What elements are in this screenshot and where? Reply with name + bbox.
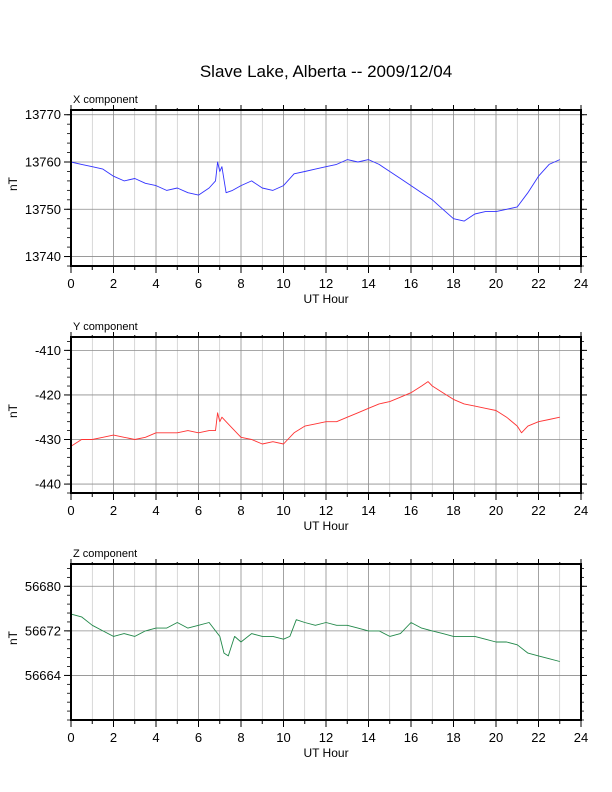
series-line — [70, 381, 560, 447]
x-tick-label: 0 — [67, 276, 74, 291]
x-tick-label: 4 — [152, 730, 159, 745]
y-tick-label: 56672 — [25, 623, 61, 638]
y-axis-label: nT — [6, 403, 20, 418]
y-tick-label: 13740 — [25, 249, 61, 264]
panel-1: 0 2 4 6 8 10 12 14 16 18 20 22 241374013750137601377… — [6, 94, 588, 306]
x-tick-label: 20 — [489, 276, 503, 291]
series-line — [70, 613, 560, 662]
x-tick-label: 4 — [152, 503, 159, 518]
x-tick-label: 16 — [404, 503, 418, 518]
x-tick-label: 2 — [110, 503, 117, 518]
y-axis-label: nT — [6, 630, 20, 645]
x-tick-label: 22 — [531, 730, 545, 745]
x-tick-label: 20 — [489, 503, 503, 518]
x-tick-label: 2 — [110, 730, 117, 745]
panel-label: Z component — [73, 548, 137, 560]
x-tick-label: 10 — [276, 503, 290, 518]
x-tick-label: 22 — [531, 276, 545, 291]
y-tick-label: -430 — [35, 432, 61, 447]
x-axis-label: UT Hour — [303, 292, 348, 306]
x-tick-label: 8 — [237, 730, 244, 745]
x-tick-label: 2 — [110, 276, 117, 291]
chart-title: Slave Lake, Alberta -- 2009/12/04 — [200, 62, 452, 81]
x-tick-label: 24 — [574, 503, 588, 518]
x-tick-label: 16 — [404, 730, 418, 745]
y-tick-label: 13760 — [25, 155, 61, 170]
x-tick-label: 18 — [446, 276, 460, 291]
x-tick-label: 14 — [361, 276, 375, 291]
x-tick-label: 10 — [276, 730, 290, 745]
x-tick-label: 12 — [319, 276, 333, 291]
x-axis-label: UT Hour — [303, 746, 348, 760]
x-tick-label: 12 — [319, 503, 333, 518]
x-tick-label: 22 — [531, 503, 545, 518]
x-tick-label: 0 — [67, 503, 74, 518]
x-tick-label: 18 — [446, 503, 460, 518]
x-tick-label: 18 — [446, 730, 460, 745]
y-axis-label: nT — [6, 176, 20, 191]
x-tick-label: 20 — [489, 730, 503, 745]
x-tick-label: 6 — [195, 276, 202, 291]
x-tick-label: 14 — [361, 503, 375, 518]
x-tick-label: 12 — [319, 730, 333, 745]
panel-label: Y component — [73, 321, 138, 333]
y-tick-label: 56680 — [25, 579, 61, 594]
x-tick-label: 8 — [237, 503, 244, 518]
y-tick-label: 13770 — [25, 107, 61, 122]
x-tick-label: 24 — [574, 730, 588, 745]
x-tick-label: 6 — [195, 503, 202, 518]
x-tick-label: 16 — [404, 276, 418, 291]
x-tick-label: 24 — [574, 276, 588, 291]
x-tick-label: 4 — [152, 276, 159, 291]
y-tick-label: -440 — [35, 477, 61, 492]
x-tick-label: 0 — [67, 730, 74, 745]
series-line — [70, 159, 560, 222]
y-tick-label: 13750 — [25, 202, 61, 217]
y-tick-label: 56664 — [25, 668, 61, 683]
x-tick-label: 6 — [195, 730, 202, 745]
panels: 0 2 4 6 8 10 12 14 16 18 20 22 241374013750137601377… — [6, 94, 588, 760]
panel-label: X component — [73, 94, 138, 106]
x-tick-label: 8 — [237, 276, 244, 291]
y-tick-label: -420 — [35, 387, 61, 402]
x-tick-label: 10 — [276, 276, 290, 291]
x-tick-label: 14 — [361, 730, 375, 745]
y-tick-label: -410 — [35, 343, 61, 358]
x-axis-label: UT Hour — [303, 519, 348, 533]
